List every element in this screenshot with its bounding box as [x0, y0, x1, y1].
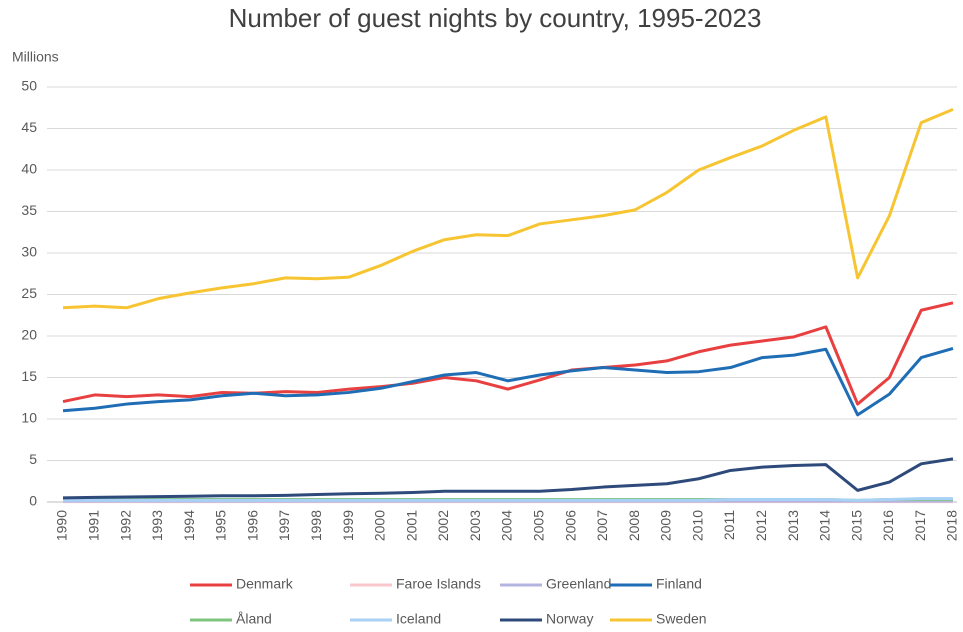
x-tick-label: 2017 — [912, 510, 928, 541]
x-tick-label: 1996 — [244, 510, 260, 541]
x-tick-label: 1998 — [308, 510, 324, 541]
chart-title: Number of guest nights by country, 1995-… — [229, 3, 762, 33]
x-tick-label: 2000 — [372, 510, 388, 541]
y-axis-label: Millions — [12, 49, 59, 65]
y-tick-label: 5 — [29, 451, 37, 467]
line-series — [62, 301, 954, 406]
x-tick-label: 1995 — [213, 510, 229, 541]
y-tick-label: 25 — [21, 285, 37, 301]
legend-label: Denmark — [236, 576, 294, 592]
x-tick-label: 1993 — [149, 510, 165, 541]
legend-label: Faroe Islands — [396, 576, 481, 592]
x-tick-label: 2011 — [721, 510, 737, 540]
y-tick-label: 40 — [21, 161, 37, 177]
y-tick-label: 35 — [21, 202, 37, 218]
x-tick-label: 2016 — [880, 510, 896, 541]
y-tick-label: 10 — [21, 410, 37, 426]
legend-label: Finland — [656, 576, 702, 592]
x-tick-label: 2012 — [753, 510, 769, 541]
legend-label: Åland — [236, 611, 272, 627]
y-tick-label: 20 — [21, 327, 37, 343]
x-tick-label: 2006 — [562, 510, 578, 541]
x-tick-label: 1997 — [276, 510, 292, 541]
line-series — [62, 347, 954, 417]
x-tick-label: 2005 — [530, 510, 546, 541]
legend-label: Greenland — [546, 576, 611, 592]
line-series — [63, 497, 953, 502]
x-tick-label: 2008 — [626, 510, 642, 541]
x-tick-label: 2003 — [467, 510, 483, 541]
legend-label: Iceland — [396, 611, 441, 627]
x-tick-label: 2018 — [944, 510, 960, 541]
y-tick-label: 30 — [21, 244, 37, 260]
x-tick-label: 2009 — [658, 510, 674, 541]
x-tick-label: 1991 — [85, 510, 101, 541]
legend-label: Sweden — [656, 611, 707, 627]
y-tick-label: 50 — [21, 78, 37, 94]
y-tick-label: 0 — [29, 493, 37, 509]
line-series — [62, 108, 954, 310]
line-series — [62, 457, 954, 500]
x-tick-label: 2004 — [499, 510, 515, 541]
x-tick-label: 1990 — [54, 510, 70, 541]
y-tick-label: 15 — [21, 368, 37, 384]
x-tick-label: 1994 — [181, 510, 197, 541]
legend-label: Norway — [546, 611, 593, 627]
x-tick-label: 2007 — [594, 510, 610, 541]
x-tick-label: 2015 — [848, 510, 864, 541]
x-tick-label: 1999 — [340, 510, 356, 541]
x-tick-label: 1992 — [117, 510, 133, 541]
x-tick-label: 2014 — [817, 510, 833, 541]
x-tick-label: 2010 — [689, 510, 705, 541]
x-tick-label: 2002 — [435, 510, 451, 541]
y-tick-label: 45 — [21, 119, 37, 135]
x-tick-label: 2013 — [785, 510, 801, 541]
x-tick-label: 2001 — [403, 510, 419, 541]
